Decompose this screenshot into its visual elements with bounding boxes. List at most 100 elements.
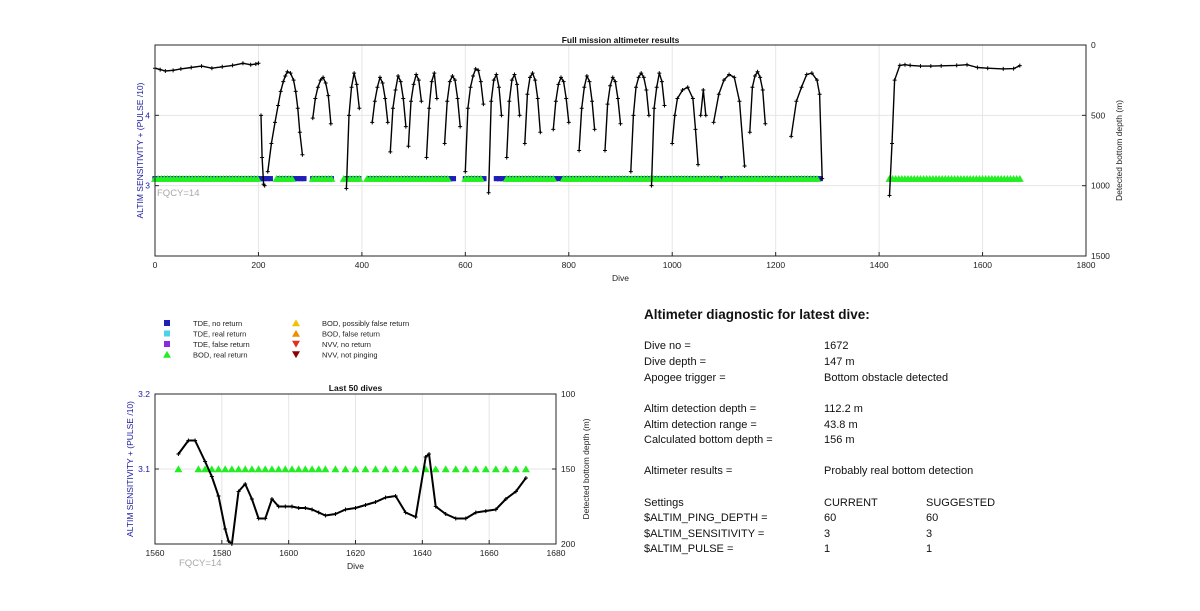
bottom-depth-point <box>582 85 587 90</box>
bottom-depth-point <box>445 99 450 104</box>
bottom-depth-point <box>975 65 980 70</box>
bottom-depth-line <box>700 89 707 116</box>
dive-depth-label: Dive depth = <box>644 356 707 368</box>
bottom-depth-point <box>525 92 530 97</box>
bottom-depth-point <box>323 80 328 85</box>
legend-marker <box>292 340 300 348</box>
legend-label: TDE, false return <box>193 340 250 349</box>
bottom-depth-point <box>897 63 902 68</box>
main-plot-frame <box>154 44 1087 257</box>
bottom-depth-point <box>605 102 610 107</box>
bottom-depth-point <box>442 141 447 146</box>
bottom-depth-point <box>226 539 231 543</box>
tde-no-return-marker <box>817 176 823 182</box>
bottom-depth-point <box>249 497 254 501</box>
bottom-depth-point <box>283 504 288 509</box>
bottom-depth-point <box>380 80 385 85</box>
apogee-label: Apogee trigger = <box>644 372 726 384</box>
bottom-depth-point <box>423 455 428 459</box>
x-tick-label: 1680 <box>547 548 566 558</box>
bottom-depth-point <box>321 75 326 80</box>
bod-real-return-marker <box>549 175 558 182</box>
dive-no-label: Dive no = <box>644 340 691 352</box>
bod-real-return-marker <box>1015 175 1024 182</box>
bottom-depth-point <box>608 83 613 88</box>
altim-range-label: Altim detection range = <box>644 419 757 431</box>
bottom-depth-point <box>789 134 794 139</box>
bottom-depth-point <box>352 71 357 76</box>
x-tick-label: 1800 <box>1077 260 1096 270</box>
bottom-depth-point <box>432 71 437 76</box>
bottom-depth-point <box>375 85 380 90</box>
bod-real-return-marker <box>234 465 243 473</box>
small-y-axis-label: ALTIM SENSITIVITY + (PULSE /10) <box>125 401 135 537</box>
bottom-depth-point <box>522 141 527 146</box>
bottom-depth-point <box>478 79 483 84</box>
bottom-depth-point <box>297 130 302 135</box>
bottom-depth-point <box>985 66 990 71</box>
bottom-depth-point <box>1017 63 1022 68</box>
bottom-depth-line <box>407 73 423 147</box>
bottom-depth-line <box>267 71 304 172</box>
bottom-depth-point <box>486 190 491 195</box>
bottom-depth-point <box>398 79 403 84</box>
bod-real-return-marker <box>274 465 283 473</box>
bottom-depth-point <box>272 120 277 125</box>
setting-suggested: 1 <box>926 543 933 555</box>
bottom-depth-point <box>468 85 473 90</box>
dive-no-value: 1672 <box>824 340 849 352</box>
bottom-depth-line <box>749 71 766 133</box>
y-tick-label: 3.2 <box>138 389 150 399</box>
suggested-header: SUGGESTED <box>926 497 996 509</box>
legend-label: NVV, no return <box>322 340 371 349</box>
bottom-depth-point <box>503 497 508 501</box>
bottom-depth-point <box>406 144 411 149</box>
tde-no-return-marker <box>499 176 506 182</box>
bottom-depth-point <box>333 512 338 516</box>
y2-tick-label: 1000 <box>1091 181 1110 191</box>
bottom-depth-point <box>434 96 439 101</box>
bottom-depth-line <box>790 72 823 179</box>
bottom-depth-point <box>209 474 214 479</box>
bottom-depth-point <box>527 75 532 80</box>
bottom-depth-point <box>680 88 685 93</box>
bottom-depth-point <box>590 99 595 104</box>
small-chart-title: Last 50 dives <box>329 383 383 393</box>
bottom-depth-point <box>902 62 907 67</box>
bod-real-return-marker <box>431 465 440 473</box>
bod-real-return-marker <box>174 465 183 473</box>
bottom-depth-point <box>703 113 708 118</box>
bottom-depth-point <box>523 476 528 480</box>
bottom-depth-point <box>763 121 768 126</box>
bottom-depth-point <box>372 99 377 104</box>
bottom-depth-point <box>310 507 315 512</box>
bottom-depth-point <box>887 193 892 198</box>
bottom-depth-point <box>354 82 359 87</box>
bottom-depth-point <box>262 183 267 188</box>
bottom-depth-point <box>654 85 659 90</box>
bod-real-return-marker <box>294 465 303 473</box>
setting-current: 1 <box>824 543 831 555</box>
bottom-depth-point <box>742 163 747 168</box>
bottom-depth-point <box>316 510 321 515</box>
bottom-depth-line <box>260 115 266 187</box>
bottom-depth-point <box>243 482 248 486</box>
x-tick-label: 1000 <box>663 260 682 270</box>
tde-no-return-marker <box>450 176 457 182</box>
bottom-depth-point <box>343 507 348 512</box>
bottom-depth-point <box>473 510 478 515</box>
bottom-depth-point <box>613 79 618 84</box>
bottom-depth-point <box>256 516 261 521</box>
bottom-depth-point <box>579 106 584 111</box>
bottom-depth-point <box>481 102 486 107</box>
bottom-depth-line <box>177 439 527 545</box>
bottom-depth-point <box>409 99 414 104</box>
bod-real-return-marker <box>241 465 250 473</box>
small-tick-labels: 1560 1580 1600 1620 1640 1660 1680 3.1 3.2 100 150… <box>138 389 575 558</box>
bottom-depth-point <box>427 452 432 456</box>
bottom-depth-point <box>383 96 388 101</box>
main-x-axis-label: Dive <box>612 273 629 283</box>
bod-real-return-marker <box>227 465 236 473</box>
bod-real-return-marker <box>341 465 350 473</box>
bottom-depth-point <box>433 504 438 509</box>
